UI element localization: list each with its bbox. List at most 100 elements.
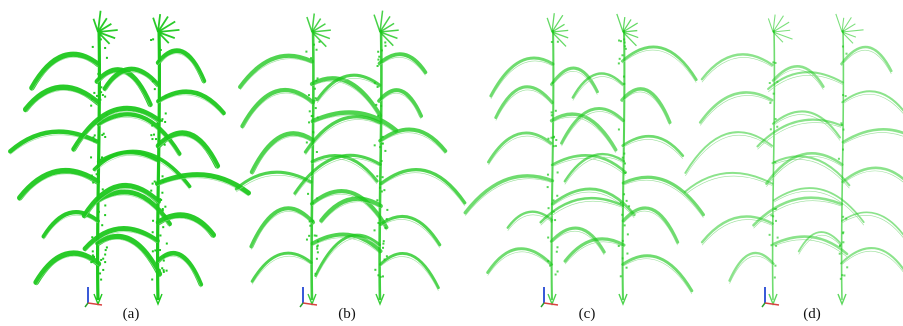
sample-point	[165, 269, 168, 272]
leaf-mesh	[380, 256, 439, 291]
sample-point	[768, 82, 771, 85]
leaf	[698, 91, 774, 124]
sample-point	[621, 54, 624, 57]
leaf-mesh	[551, 116, 616, 153]
leaf-mesh	[239, 58, 312, 91]
tassel-branch	[841, 31, 854, 44]
sample-point	[621, 156, 624, 159]
leaf-mesh	[251, 136, 313, 176]
plant-group-d	[683, 13, 903, 306]
sample-point	[552, 199, 555, 202]
sample-point	[841, 45, 844, 48]
sample-point	[556, 171, 559, 174]
tassel-branch	[97, 23, 112, 33]
sample-point	[104, 253, 107, 256]
leaf-mesh	[773, 239, 848, 258]
sample-point	[157, 144, 160, 147]
leaf	[841, 128, 903, 144]
leaf	[549, 112, 618, 152]
leaf-mesh	[564, 156, 625, 185]
sample-point	[150, 39, 153, 42]
leaf-mesh	[19, 173, 98, 201]
leaf	[238, 53, 314, 90]
axis-z-line	[299, 302, 304, 308]
sample-point	[105, 56, 108, 59]
sample-point	[842, 128, 845, 131]
leaf-mesh	[622, 139, 684, 159]
sample-point	[376, 175, 379, 178]
leaf	[771, 110, 842, 139]
leaf-mesh	[378, 93, 422, 120]
sample-point	[373, 229, 376, 232]
sample-point	[316, 77, 319, 80]
sample-point	[156, 204, 159, 207]
sample-point	[377, 221, 380, 224]
tassel-branch	[551, 31, 569, 39]
sample-point	[373, 81, 376, 84]
sample-point	[624, 47, 627, 50]
sample-point	[772, 215, 775, 218]
leaf	[486, 247, 554, 274]
plant-group-c	[463, 13, 705, 306]
plant-stalk	[771, 29, 776, 301]
sample-point	[93, 134, 96, 137]
sample-point	[550, 114, 553, 117]
sample-point	[377, 114, 380, 117]
leaf	[506, 210, 554, 229]
leaf-mesh	[97, 239, 160, 278]
tassel-branch	[157, 31, 176, 39]
sample-point	[158, 269, 161, 272]
leaf-mesh	[380, 219, 440, 248]
sample-point	[316, 244, 319, 247]
sample-point	[316, 116, 319, 119]
leaf	[684, 131, 774, 174]
sample-point	[95, 94, 98, 97]
tassel-branch	[622, 31, 637, 47]
stalk-base	[153, 293, 163, 306]
xyz-axes-icon	[540, 287, 559, 308]
sample-point	[151, 80, 154, 83]
leaf	[155, 212, 217, 238]
sample-point	[99, 272, 102, 275]
leaf-mesh	[564, 241, 625, 265]
sample-point	[845, 52, 848, 55]
panel-a: (a)	[8, 10, 252, 322]
leaf-mesh	[487, 251, 552, 276]
sample-point	[843, 274, 846, 277]
xyz-axes-icon	[761, 287, 780, 308]
sample-point	[314, 107, 317, 110]
tassel-branch	[152, 17, 159, 33]
tassel-branch	[772, 21, 790, 33]
sample-point	[623, 45, 626, 48]
leaf-mesh	[701, 219, 773, 246]
tassel-branch	[835, 13, 843, 33]
sample-point	[619, 201, 622, 204]
sample-point	[90, 156, 93, 159]
sample-point	[384, 44, 387, 47]
leaf-mesh	[380, 132, 446, 155]
tassel-branch	[841, 17, 852, 33]
leaf	[96, 112, 182, 156]
leaf	[379, 168, 467, 205]
sample-point	[156, 122, 159, 125]
leaf	[463, 174, 555, 215]
leaf-mesh	[157, 177, 249, 197]
sample-point	[374, 268, 377, 271]
sample-point	[769, 101, 772, 104]
sample-point	[305, 141, 308, 144]
leaf	[797, 231, 843, 253]
sample-point	[90, 174, 93, 177]
sample-point	[376, 85, 379, 88]
sample-point	[161, 267, 164, 270]
axis-x-line	[87, 302, 103, 306]
sample-point	[310, 57, 313, 60]
sample-point	[99, 38, 102, 41]
sample-point	[313, 99, 316, 102]
sample-point	[91, 250, 94, 253]
sample-point	[101, 188, 104, 191]
sample-point	[100, 258, 103, 261]
tassel-branch	[157, 20, 176, 33]
sample-point	[100, 86, 103, 89]
sample-point	[104, 214, 107, 217]
tassel-branch	[97, 31, 116, 40]
